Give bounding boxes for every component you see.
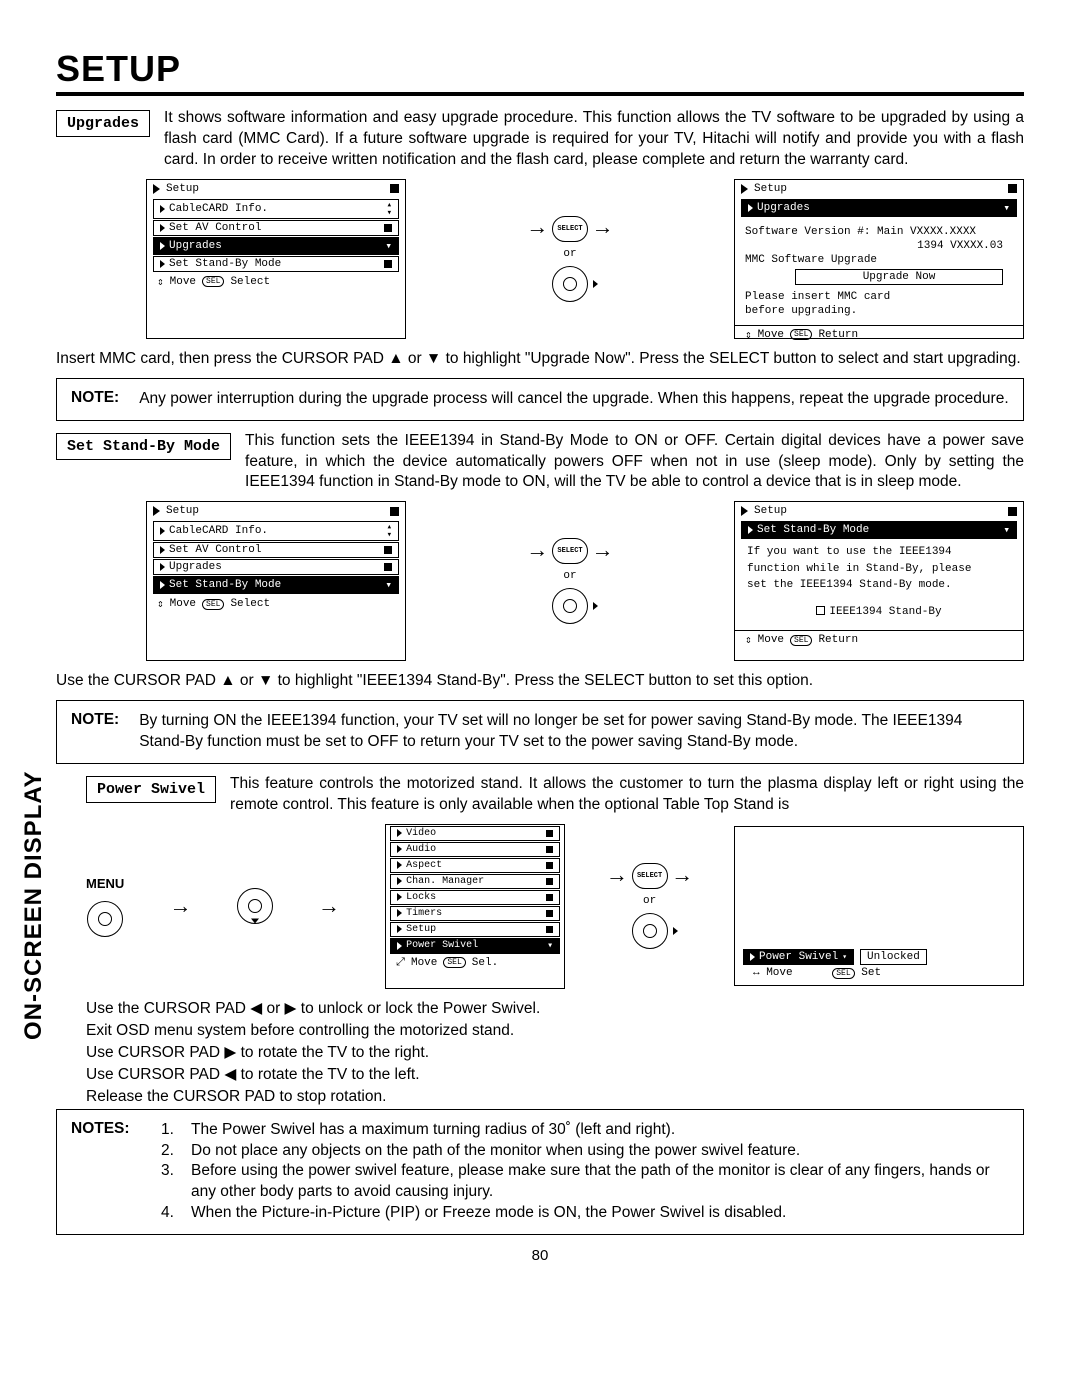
- menu-item[interactable]: Aspect: [390, 858, 560, 873]
- instruction-line: Use CURSOR PAD ▶ to rotate the TV to the…: [86, 1043, 1024, 1064]
- standby-label: Set Stand-By Mode: [56, 433, 231, 460]
- instruction-line: Release the CURSOR PAD to stop rotation.: [86, 1087, 1024, 1108]
- menu-dial-icon: [87, 901, 123, 937]
- page-number: 80: [56, 1247, 1024, 1264]
- menu-item[interactable]: Upgrades: [153, 559, 399, 575]
- menu-item[interactable]: Set Stand-By Mode: [153, 256, 399, 272]
- upgrade-now-button[interactable]: Upgrade Now: [795, 269, 1003, 285]
- upgrades-figure: Setup CableCARD Info.▴ ▾Set AV ControlUp…: [56, 179, 1024, 339]
- upgrades-label: Upgrades: [56, 110, 150, 137]
- menu-item[interactable]: Chan. Manager: [390, 874, 560, 889]
- menu-item[interactable]: Video: [390, 826, 560, 841]
- standby-screen: Setup Set Stand-By Mode▾ If you want to …: [734, 501, 1024, 661]
- upgrades-note: NOTE: Any power interruption during the …: [56, 378, 1024, 421]
- setup-menu-2: Setup CableCARD Info.▴ ▾Set AV ControlUp…: [146, 501, 406, 661]
- swivel-instructions: Use the CURSOR PAD ◀ or ▶ to unlock or l…: [86, 999, 1024, 1108]
- menu-item[interactable]: Power Swivel▾: [390, 938, 560, 954]
- upgrades-desc: It shows software information and easy u…: [164, 108, 1024, 171]
- swivel-desc: This feature controls the motorized stan…: [230, 774, 1024, 816]
- swivel-notes: NOTES: 1.The Power Swivel has a maximum …: [56, 1109, 1024, 1236]
- menu-item[interactable]: Set AV Control: [153, 220, 399, 236]
- menu-item[interactable]: CableCARD Info.▴ ▾: [153, 199, 399, 219]
- menu-item[interactable]: Set Stand-By Mode▾: [153, 576, 399, 594]
- swivel-figure: MENU → → VideoAudioAspectChan. ManagerLo…: [86, 824, 1024, 989]
- main-menu: VideoAudioAspectChan. ManagerLocksTimers…: [385, 824, 565, 989]
- swivel-screen: Power Swivel▾ Unlocked ↔ Move SEL Set: [734, 826, 1024, 986]
- nav-arrows: → SELECT → or: [531, 216, 609, 302]
- note-item: 1.The Power Swivel has a maximum turning…: [161, 1120, 1009, 1141]
- instruction-line: Use the CURSOR PAD ◀ or ▶ to unlock or l…: [86, 999, 1024, 1020]
- standby-figure: Setup CableCARD Info.▴ ▾Set AV ControlUp…: [56, 501, 1024, 661]
- menu-item[interactable]: CableCARD Info.▴ ▾: [153, 521, 399, 541]
- note-item: 3.Before using the power swivel feature,…: [161, 1161, 1009, 1203]
- menu-item[interactable]: Locks: [390, 890, 560, 905]
- setup-menu: Setup CableCARD Info.▴ ▾Set AV ControlUp…: [146, 179, 406, 339]
- instruction-line: Exit OSD menu system before controlling …: [86, 1021, 1024, 1042]
- menu-item[interactable]: Audio: [390, 842, 560, 857]
- menu-item[interactable]: Timers: [390, 906, 560, 921]
- side-tab: ON-SCREEN DISPLAY: [20, 771, 48, 1041]
- nav-arrows-2: → SELECT → or: [531, 538, 609, 624]
- swivel-section: Power Swivel This feature controls the m…: [86, 774, 1024, 816]
- menu-label: MENU: [86, 876, 124, 891]
- upgrades-post-text: Insert MMC card, then press the CURSOR P…: [56, 349, 1024, 370]
- instruction-line: Use CURSOR PAD ◀ to rotate the TV to the…: [86, 1065, 1024, 1086]
- standby-note: NOTE: By turning ON the IEEE1394 functio…: [56, 700, 1024, 764]
- menu-item[interactable]: Set AV Control: [153, 542, 399, 558]
- nav-arrows-3: → SELECT → or: [610, 863, 688, 949]
- standby-desc: This function sets the IEEE1394 in Stand…: [245, 431, 1024, 494]
- upgrades-section: Upgrades It shows software information a…: [56, 108, 1024, 171]
- page-title: SETUP: [56, 48, 1024, 96]
- menu-item[interactable]: Upgrades▾: [153, 237, 399, 255]
- note-item: 2.Do not place any objects on the path o…: [161, 1141, 1009, 1162]
- upgrades-screen: Setup Upgrades▾ Software Version #: Main…: [734, 179, 1024, 339]
- swivel-label: Power Swivel: [86, 776, 216, 803]
- menu-item[interactable]: Setup: [390, 922, 560, 937]
- note-item: 4.When the Picture-in-Picture (PIP) or F…: [161, 1203, 1009, 1224]
- standby-section: Set Stand-By Mode This function sets the…: [56, 431, 1024, 494]
- standby-post-text: Use the CURSOR PAD ▲ or ▼ to highlight "…: [56, 671, 1024, 692]
